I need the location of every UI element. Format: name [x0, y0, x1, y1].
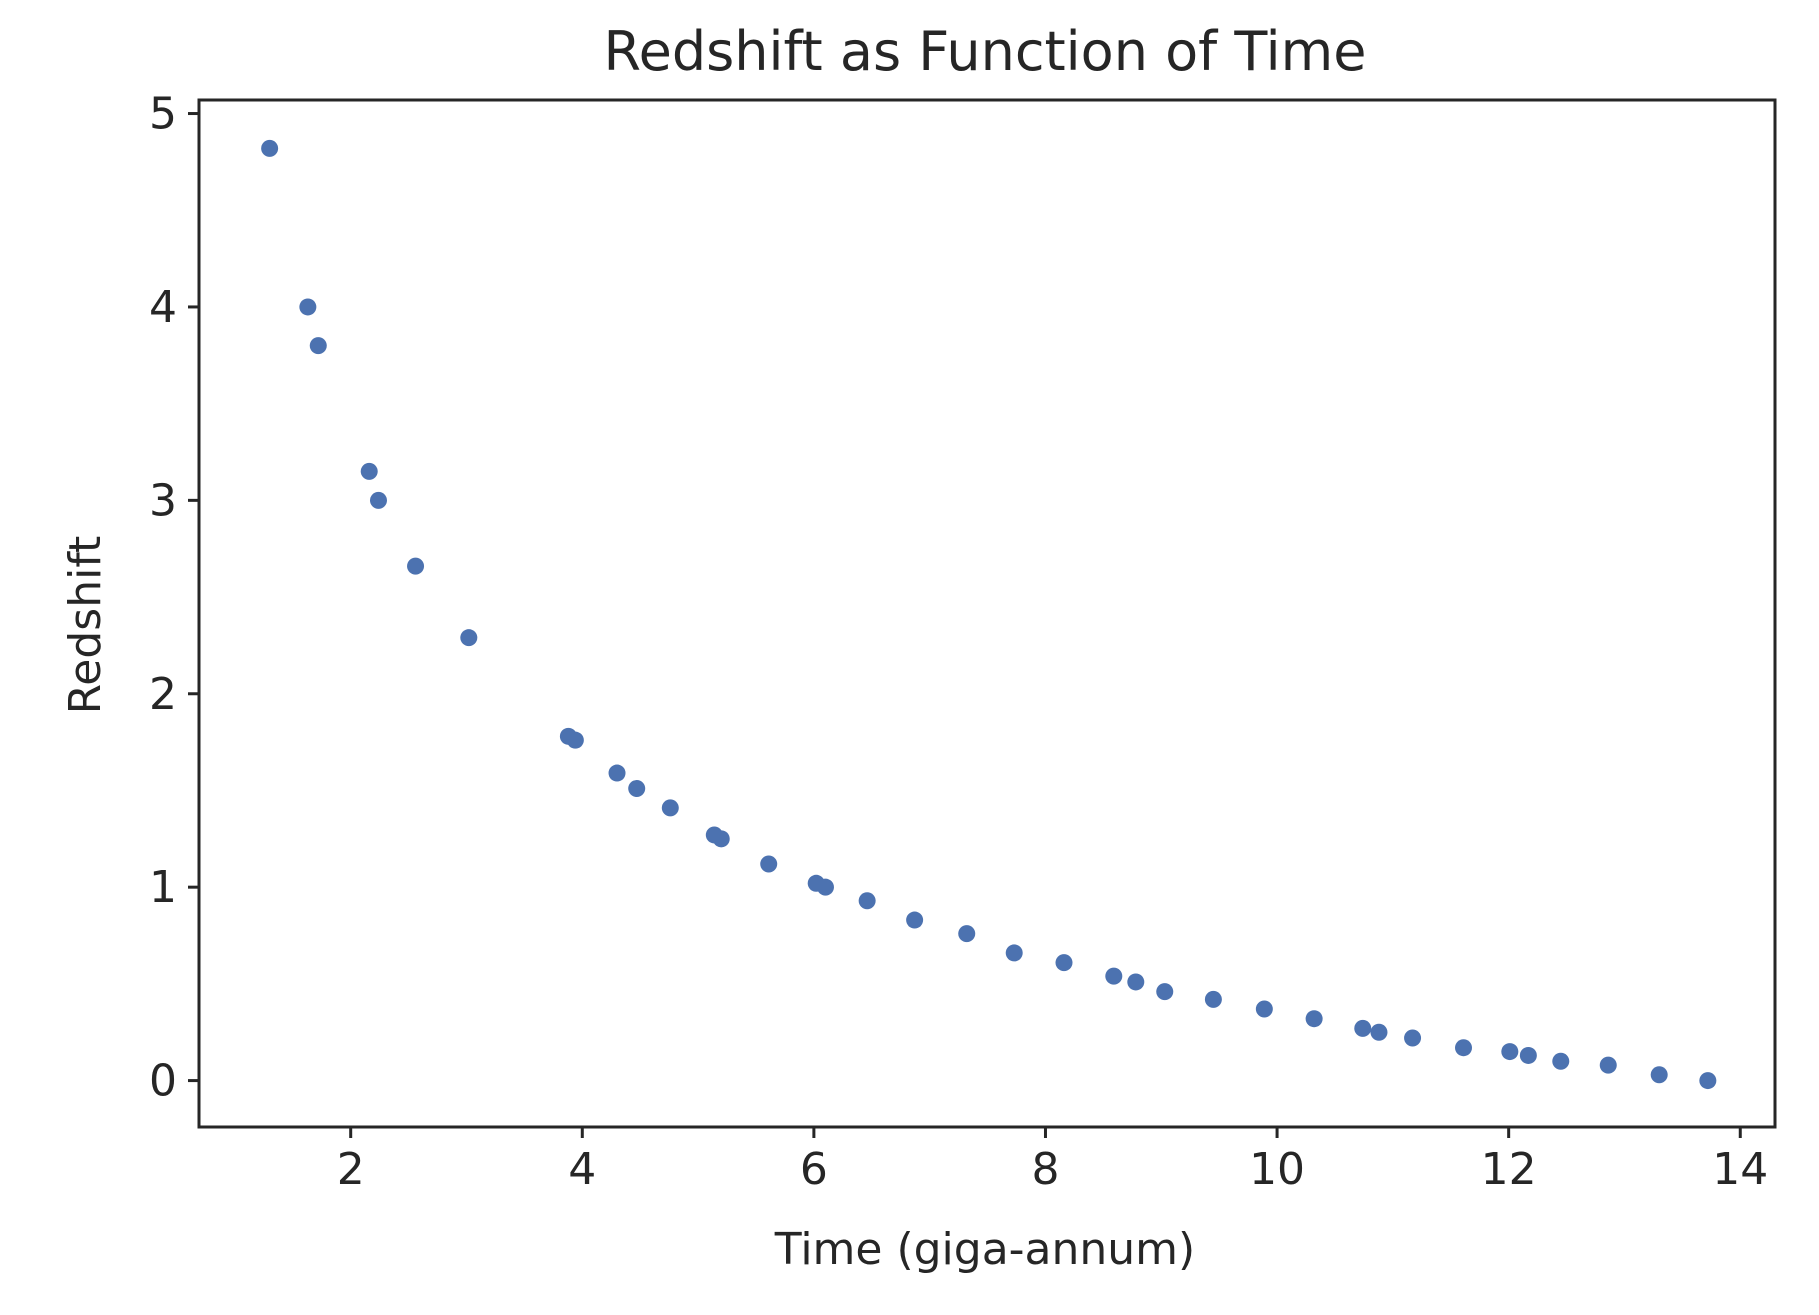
- data-point: [1404, 1029, 1422, 1047]
- data-point: [299, 298, 317, 316]
- data-point: [712, 830, 730, 848]
- y-tick-label: 4: [149, 282, 177, 333]
- data-points: [261, 139, 1717, 1090]
- y-tick-label: 2: [149, 669, 177, 720]
- x-tick-label: 14: [1712, 1144, 1768, 1195]
- data-point: [1005, 944, 1023, 962]
- data-point: [1055, 954, 1073, 972]
- data-point: [1204, 990, 1222, 1008]
- data-point: [628, 780, 646, 798]
- y-tick-label: 1: [149, 862, 177, 913]
- x-axis-ticks: 2 4 6 8 10 12 14: [337, 1127, 1768, 1195]
- data-point: [309, 337, 327, 355]
- data-point: [360, 462, 378, 480]
- data-point: [566, 731, 584, 749]
- x-tick-label: 10: [1249, 1144, 1305, 1195]
- data-point: [1156, 983, 1174, 1001]
- plot-frame: [197, 98, 1777, 1129]
- x-tick-label: 6: [800, 1144, 828, 1195]
- data-point: [1255, 1000, 1273, 1018]
- data-point: [460, 629, 478, 647]
- data-point: [1127, 973, 1145, 991]
- data-point: [958, 925, 976, 943]
- data-point: [661, 799, 679, 817]
- data-point: [1650, 1066, 1668, 1084]
- x-tick-label: 4: [568, 1144, 596, 1195]
- data-point: [1455, 1039, 1473, 1057]
- data-point: [760, 855, 778, 873]
- data-point: [261, 139, 279, 157]
- chart-title: Redshift as Function of Time: [604, 20, 1367, 83]
- data-point: [1370, 1023, 1388, 1041]
- x-tick-label: 2: [337, 1144, 365, 1195]
- data-point: [407, 557, 425, 575]
- data-point: [608, 764, 626, 782]
- x-tick-label: 12: [1481, 1144, 1537, 1195]
- y-tick-label: 3: [149, 475, 177, 526]
- data-point: [1305, 1010, 1323, 1028]
- data-point: [1552, 1052, 1570, 1070]
- data-point: [1501, 1043, 1519, 1061]
- data-point: [816, 878, 834, 896]
- data-point: [1599, 1056, 1617, 1074]
- data-point: [1354, 1019, 1372, 1037]
- x-axis-label: Time (giga-annum): [774, 1224, 1195, 1275]
- data-point: [1519, 1046, 1537, 1064]
- y-axis-label: Redshift: [60, 536, 111, 715]
- y-tick-label: 5: [149, 89, 177, 140]
- x-tick-label: 8: [1031, 1144, 1059, 1195]
- y-axis-ticks: 0 1 2 3 4 5: [149, 89, 199, 1107]
- data-point: [369, 491, 387, 509]
- y-tick-label: 0: [149, 1056, 177, 1107]
- data-point: [1105, 967, 1123, 985]
- data-point: [1699, 1072, 1717, 1090]
- data-point: [906, 911, 924, 929]
- data-point: [858, 892, 876, 910]
